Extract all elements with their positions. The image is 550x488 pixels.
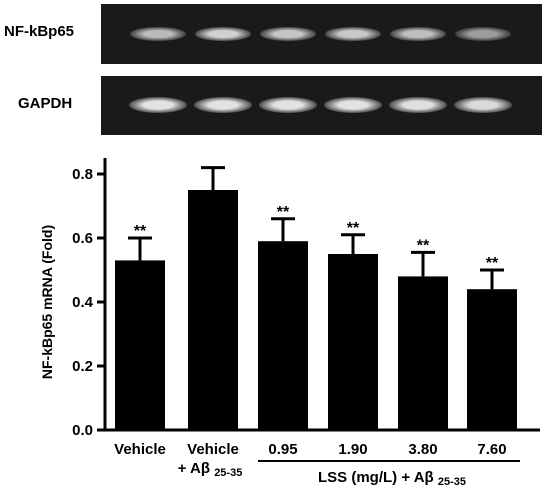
y-tick-label: 0.2 xyxy=(72,358,93,375)
x-tick-label: 0.95 xyxy=(268,441,297,458)
y-tick-label: 0.0 xyxy=(72,422,93,439)
bar xyxy=(467,289,517,430)
blot-label-gapdh: GAPDH xyxy=(18,95,73,112)
x-tick-label: Vehicle xyxy=(187,441,239,458)
blot-nfkbp65 xyxy=(101,4,542,64)
bar xyxy=(188,190,238,430)
bar xyxy=(258,241,308,430)
blot-band xyxy=(259,97,317,113)
group-label: LSS (mg/L) + Aβ 25-35 xyxy=(318,469,466,488)
blot-label-nfkbp65: NF-kBp65 xyxy=(4,23,75,40)
x-tick-label-secondary: + Aβ 25-35 xyxy=(178,460,243,479)
significance-marker: ** xyxy=(486,255,499,272)
y-axis-label: NF-kBp65 mRNA (Fold) xyxy=(39,225,55,379)
blot-band xyxy=(324,97,382,113)
bar xyxy=(328,254,378,430)
blot-band xyxy=(260,27,316,41)
bar xyxy=(115,260,165,430)
x-tick-label: 1.90 xyxy=(338,441,367,458)
blot-band xyxy=(195,27,251,41)
significance-marker: ** xyxy=(417,237,430,254)
blot-gapdh xyxy=(101,76,542,135)
y-tick-label: 0.4 xyxy=(72,294,94,311)
blot-band xyxy=(194,97,252,113)
x-tick-label: Vehicle xyxy=(114,441,166,458)
y-tick-label: 0.8 xyxy=(72,166,93,183)
significance-marker: ** xyxy=(134,223,147,240)
significance-marker: ** xyxy=(277,204,290,221)
blot-band xyxy=(389,97,447,113)
blot-band xyxy=(455,27,511,41)
x-tick-label: 3.80 xyxy=(408,441,437,458)
bar xyxy=(398,276,448,430)
blot-band xyxy=(130,27,186,41)
significance-marker: ** xyxy=(347,220,360,237)
blot-band xyxy=(390,27,446,41)
y-tick-label: 0.6 xyxy=(72,230,93,247)
x-tick-label: 7.60 xyxy=(477,441,506,458)
blot-band xyxy=(129,97,187,113)
blot-band xyxy=(454,97,512,113)
blot-band xyxy=(325,27,381,41)
